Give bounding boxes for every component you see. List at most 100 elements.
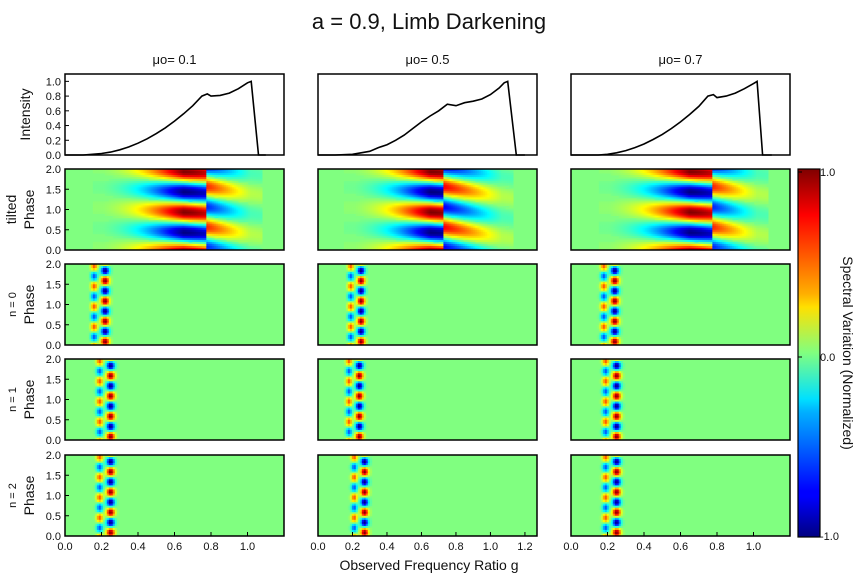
- heatmap-cell: [102, 429, 106, 433]
- heatmap-cell: [102, 336, 106, 340]
- heatmap-cell: [108, 286, 112, 289]
- heatmap-cell: [114, 399, 118, 402]
- heatmap-cell: [186, 195, 189, 198]
- heatmap-cell: [204, 241, 207, 245]
- heatmap-cell: [254, 235, 257, 239]
- heatmap-cell: [232, 179, 235, 182]
- heatmap-cell: [202, 179, 205, 182]
- heatmap-cell: [224, 213, 227, 216]
- heatmap-cell: [112, 389, 116, 392]
- heatmap-cell: [162, 183, 165, 186]
- heatmap-cell: [198, 225, 201, 229]
- heatmap-cell: [254, 185, 257, 188]
- heatmap-cell: [164, 175, 167, 178]
- heatmap-cell: [94, 437, 98, 441]
- heatmap-cell: [130, 183, 134, 186]
- heatmap-cell: [226, 193, 229, 196]
- heatmap-cell: [114, 429, 118, 433]
- heatmap-cell: [168, 177, 171, 180]
- heatmap-cell: [254, 247, 257, 251]
- heatmap-cell: [162, 197, 165, 200]
- heatmap-cell: [162, 223, 165, 227]
- heatmap-cell: [216, 243, 219, 247]
- heatmap-cell: [104, 209, 108, 212]
- heatmap-cell: [120, 185, 124, 188]
- heatmap-cell: [248, 185, 251, 188]
- heatmap-cell: [104, 274, 108, 277]
- heatmap-cell: [166, 169, 169, 172]
- heatmap-cell: [106, 365, 110, 368]
- heatmap-cell: [128, 243, 132, 247]
- heatmap-cell: [116, 227, 120, 231]
- y-tick-label: 0.5: [46, 320, 61, 332]
- heatmap-cell: [98, 181, 102, 184]
- heatmap-cell: [88, 268, 92, 271]
- heatmap-cell: [180, 247, 183, 251]
- heatmap-cell: [186, 171, 189, 174]
- heatmap-cell: [120, 175, 124, 178]
- heatmap-cell: [182, 247, 185, 251]
- heatmap-cell: [240, 217, 243, 221]
- heatmap-cell: [128, 211, 132, 214]
- heatmap-cell: [222, 229, 225, 233]
- heatmap-cell: [218, 243, 221, 247]
- heatmap-cell: [148, 201, 152, 204]
- heatmap-cell: [194, 187, 197, 190]
- heatmap-cell: [118, 215, 122, 218]
- heatmap-cell: [190, 173, 193, 176]
- heatmap-cell: [108, 359, 112, 362]
- heatmap-cell: [158, 209, 161, 212]
- heatmap-cell: [196, 177, 199, 180]
- heatmap-cell: [158, 219, 161, 223]
- heatmap-cell: [106, 415, 110, 419]
- heatmap-cell: [242, 191, 245, 194]
- heatmap-cell: [234, 247, 237, 251]
- heatmap-cell: [244, 217, 247, 221]
- heatmap-cell: [210, 219, 213, 223]
- heatmap-cell: [104, 201, 108, 204]
- heatmap-cell: [142, 187, 146, 190]
- heatmap-cell: [232, 199, 235, 202]
- heatmap-cell: [94, 401, 98, 404]
- heatmap-cell: [100, 225, 104, 229]
- heatmap-cell: [194, 245, 197, 249]
- heatmap-cell: [120, 215, 124, 218]
- heatmap-cell: [146, 187, 150, 190]
- heatmap-cell: [94, 419, 98, 423]
- heatmap-cell: [142, 245, 146, 249]
- heatmap-cell: [96, 338, 100, 342]
- heatmap-cell: [150, 247, 153, 251]
- heatmap-cell: [232, 213, 235, 216]
- heatmap-cell: [236, 201, 239, 204]
- heatmap-cell: [246, 173, 249, 176]
- heatmap-cell: [222, 241, 225, 245]
- heatmap-cell: [112, 403, 116, 406]
- heatmap-cell: [202, 223, 205, 227]
- heatmap-cell: [234, 239, 237, 243]
- heatmap-cell: [174, 187, 177, 190]
- heatmap-cell: [150, 235, 153, 239]
- heatmap-cell: [258, 211, 261, 214]
- heatmap-cell: [126, 201, 130, 204]
- heatmap-cell: [248, 199, 251, 202]
- heatmap-cell: [138, 195, 142, 198]
- heatmap-cell: [108, 413, 112, 417]
- heatmap-cell: [222, 235, 225, 239]
- heatmap-cell: [178, 181, 181, 184]
- heatmap-cell: [138, 215, 142, 218]
- heatmap-cell: [112, 397, 116, 400]
- heatmap-cell: [102, 205, 106, 208]
- heatmap-cell: [130, 181, 134, 184]
- heatmap-cell: [94, 169, 98, 172]
- heatmap-cell: [240, 211, 243, 214]
- heatmap-cell: [154, 201, 157, 204]
- heatmap-cell: [114, 405, 118, 408]
- heatmap-cell: [176, 217, 179, 221]
- heatmap-cell: [122, 209, 126, 212]
- heatmap-cell: [112, 243, 116, 247]
- heatmap-cell: [110, 308, 114, 311]
- heatmap-cell: [98, 284, 102, 287]
- heatmap-cell: [102, 340, 106, 344]
- heatmap-cell: [254, 237, 257, 241]
- heatmap-cell: [98, 294, 102, 297]
